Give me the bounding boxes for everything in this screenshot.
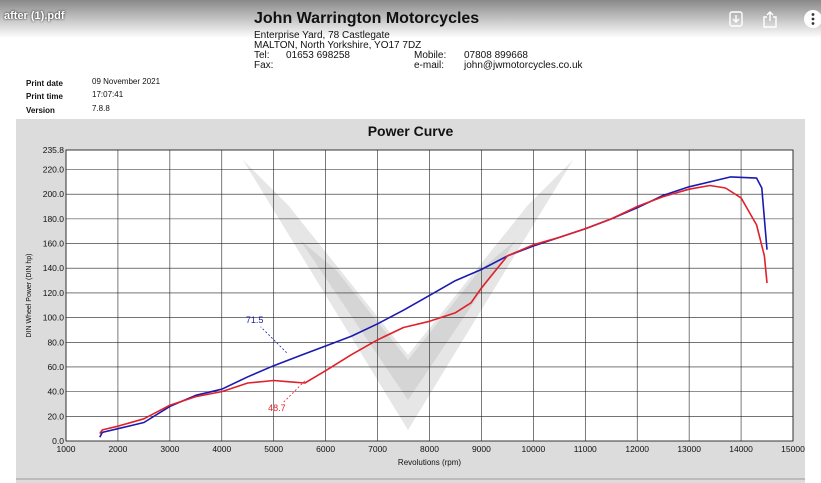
y-tick-label: 80.0 [47,337,64,347]
series-line-red [99,184,768,435]
x-tick-label: 8000 [420,444,439,454]
share-icon [763,11,777,28]
tel-label: Tel: [254,50,270,61]
annotation-label: 71.5 [246,315,264,325]
download-button[interactable] [726,9,746,29]
x-tick-label: 1000 [57,444,76,454]
y-tick-label: 0.0 [52,436,64,446]
y-tick-label: 140.0 [43,263,65,273]
x-tick-label: 12000 [625,444,649,454]
y-tick-label: 235.8 [43,145,65,155]
x-tick-label: 15000 [781,444,805,454]
y-tick-label: 120.0 [43,288,65,298]
y-tick-label: 40.0 [47,387,64,397]
x-tick-label: 6000 [316,444,335,454]
mobile-label: Mobile: [414,50,447,61]
print-time-label: Print time [26,92,63,101]
address-line1: Enterprise Yard, 78 Castlegate [254,30,390,41]
email-value: john@jwmotorcycles.co.uk [464,60,583,71]
series-line-blue [99,176,768,438]
watermark-logo-inner [300,240,516,400]
x-tick-label: 2000 [108,444,127,454]
version-label: Version [26,106,55,115]
x-tick-label: 9000 [472,444,491,454]
watermark-logo [243,160,573,430]
mobile-value: 07808 899668 [464,50,528,61]
company-name: John Warrington Motorcycles [254,10,480,27]
x-tick-label: 11000 [574,444,597,454]
more-icon [804,10,821,28]
y-tick-label: 220.0 [43,164,65,174]
plot-border [65,149,794,442]
x-tick-label: 13000 [677,444,701,454]
annotation-label: 48.7 [268,403,286,413]
y-tick-label: 20.0 [47,411,64,421]
x-tick-label: 7000 [368,444,387,454]
x-tick-label: 3000 [160,444,179,454]
y-tick-label: 180.0 [43,214,65,224]
y-tick-label: 200.0 [43,189,65,199]
x-tick-label: 10000 [522,444,546,454]
print-date-label: Print date [26,79,63,88]
more-button[interactable] [803,9,821,29]
pdf-viewer-toolbar [0,0,821,38]
tel-value: 01653 698258 [286,50,350,61]
print-date-value: 09 November 2021 [92,77,161,86]
annotation-leader [282,380,306,404]
y-tick-label: 60.0 [47,362,64,372]
y-tick-label: 100.0 [43,313,65,323]
print-time-value: 17:07:41 [92,90,124,99]
share-button[interactable] [760,9,780,29]
fax-label: Fax: [254,60,274,71]
download-icon [729,11,743,27]
x-tick-label: 4000 [212,444,231,454]
version-value: 7.8.8 [92,104,110,113]
x-axis-label: Revolutions (rpm) [398,458,461,467]
document-name: after (1).pdf [4,10,65,22]
y-tick-label: 160.0 [43,239,65,249]
address-line2: MALTON, North Yorkshire, YO17 7DZ [254,40,422,51]
y-axis-label: DIN Wheel Power (DIN hp) [26,253,33,337]
chart-title: Power Curve [367,123,454,139]
x-tick-label: 14000 [729,444,753,454]
email-label: e-mail: [414,60,445,71]
page-bottom-border [16,478,805,480]
x-tick-label: 5000 [264,444,283,454]
